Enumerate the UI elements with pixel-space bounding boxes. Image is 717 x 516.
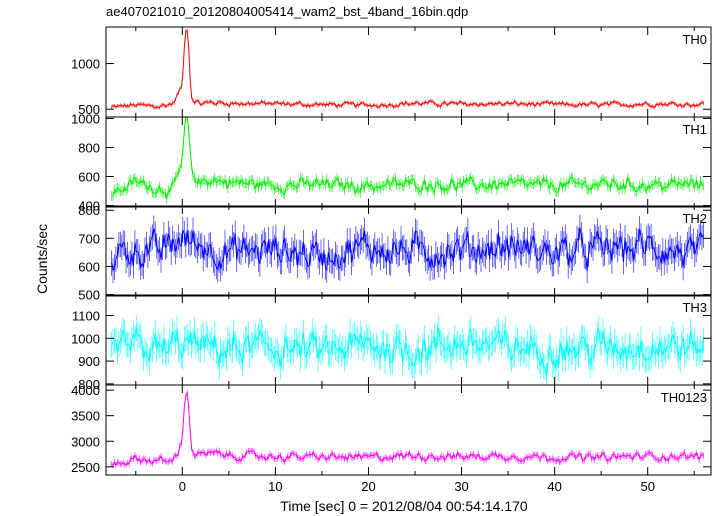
- y-tick-label: 800: [78, 203, 100, 218]
- y-tick-label: 800: [78, 377, 100, 392]
- series-th2: [111, 214, 704, 284]
- x-tick-label: 10: [268, 479, 282, 494]
- chart-title: ae407021010_20120804005414_wam2_bst_4ban…: [106, 4, 468, 19]
- y-tick-label: 1000: [71, 111, 100, 126]
- y-tick-label: 3000: [71, 434, 100, 449]
- y-tick-label: 4000: [71, 383, 100, 398]
- y-tick-label: 1000: [71, 57, 100, 72]
- error-bars-th2: [111, 214, 704, 284]
- panel-frame: [105, 116, 712, 208]
- y-axis-title: Counts/sec: [34, 224, 50, 294]
- panel-label: TH1: [682, 122, 707, 137]
- series-th0: [111, 28, 704, 110]
- y-tick-label: 2500: [71, 460, 100, 475]
- curve-th0123: [111, 392, 704, 467]
- x-tick-label: 40: [547, 479, 561, 494]
- y-tick-label: 900: [78, 354, 100, 369]
- x-tick-label: 20: [361, 479, 375, 494]
- panels-group: 5001000TH04006008001000TH1500600700800TH…: [71, 26, 712, 494]
- series-th1: [111, 117, 704, 204]
- panel-th0: 500 1000 TH0: [71, 26, 712, 118]
- panel-label: TH0123: [661, 390, 707, 405]
- panel-frame: [105, 384, 712, 476]
- y-tick-label: 400: [78, 199, 100, 214]
- panel-label: TH2: [682, 211, 707, 226]
- series-th0123: [111, 389, 704, 469]
- panel-label: TH0: [682, 32, 707, 47]
- y-tick-label: 500: [78, 288, 100, 303]
- x-tick-label: 50: [640, 479, 654, 494]
- curve-th0: [111, 30, 704, 109]
- panel-frame: [105, 205, 712, 297]
- x-axis-title: Time [sec] 0 = 2012/08/04 00:54:14.170: [280, 498, 528, 514]
- curve-th1: [111, 117, 704, 200]
- panel-th3: 800 900 1000 1100 TH3: [71, 294, 712, 392]
- y-tick-label: 600: [78, 170, 100, 185]
- y-tick-label: 700: [78, 231, 100, 246]
- y-tick-label: 500: [78, 102, 100, 117]
- curve-th3: [111, 328, 704, 376]
- curve-th2: [111, 227, 704, 273]
- panel-th2: 500 600 700 800 TH2: [78, 203, 712, 303]
- panel-th1: 400 600 800 1000 TH1: [71, 111, 712, 214]
- y-tick-label: 3500: [71, 409, 100, 424]
- x-tick-label: 30: [454, 479, 468, 494]
- error-bars-th0: [111, 28, 704, 110]
- y-tick-label: 600: [78, 259, 100, 274]
- x-tick-label: 0: [179, 479, 186, 494]
- y-tick-label: 1000: [71, 331, 100, 346]
- error-bars-th0123: [111, 389, 704, 469]
- y-tick-label: 1100: [72, 309, 100, 324]
- panel-th0123: 2500 3000 3500 4000 TH0123: [71, 383, 712, 476]
- error-bars-th1: [111, 117, 704, 204]
- series-th3: [111, 315, 704, 385]
- panel-label: TH3: [682, 300, 707, 315]
- y-tick-label: 800: [78, 140, 100, 155]
